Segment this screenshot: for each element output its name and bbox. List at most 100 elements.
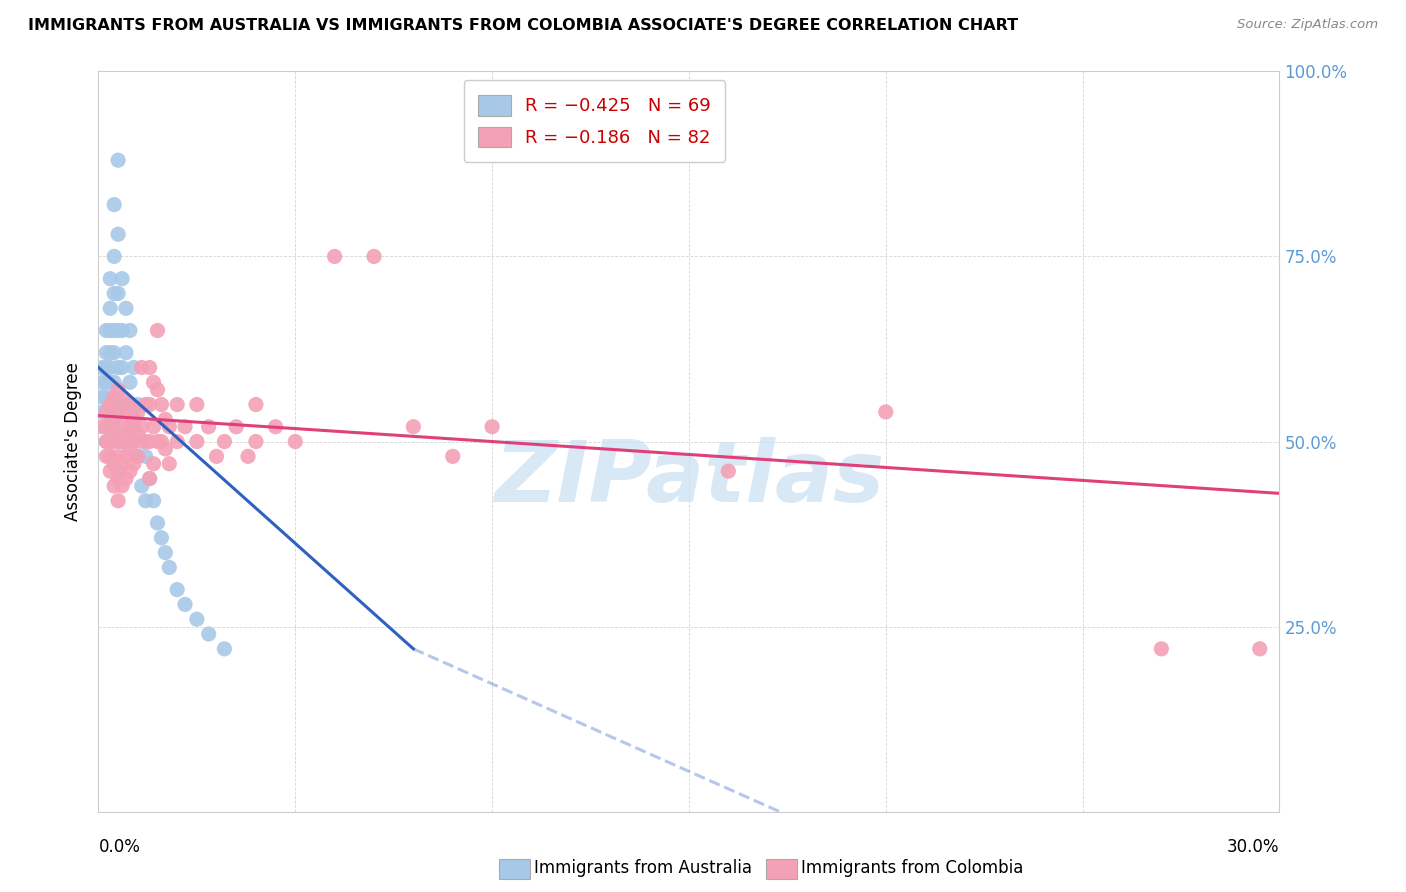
Point	[186, 434, 208, 449]
Point	[96, 376, 118, 390]
Point	[174, 419, 197, 434]
Point	[127, 450, 149, 464]
Point	[118, 434, 141, 449]
Point	[107, 383, 129, 397]
Point	[1150, 641, 1173, 656]
Point	[111, 457, 134, 471]
Point	[115, 434, 138, 449]
Point	[150, 397, 173, 411]
Point	[122, 434, 145, 449]
Point	[96, 434, 118, 449]
Point	[91, 390, 114, 404]
Point	[103, 197, 125, 211]
Point	[107, 227, 129, 242]
Point	[284, 434, 307, 449]
Point	[115, 345, 138, 359]
Point	[98, 301, 121, 316]
Point	[107, 360, 129, 375]
Text: ZIPatlas: ZIPatlas	[494, 437, 884, 520]
Point	[98, 419, 121, 434]
Point	[107, 397, 129, 411]
Point	[157, 560, 180, 574]
Point	[1249, 641, 1271, 656]
Point	[103, 434, 125, 449]
Point	[107, 405, 129, 419]
Point	[103, 412, 125, 426]
Point	[103, 457, 125, 471]
Text: Immigrants from Colombia: Immigrants from Colombia	[801, 859, 1024, 877]
Point	[127, 427, 149, 442]
Point	[118, 324, 141, 338]
Point	[103, 397, 125, 411]
Point	[98, 450, 121, 464]
Point	[96, 405, 118, 419]
Point	[91, 360, 114, 375]
Point	[245, 434, 267, 449]
Point	[127, 397, 149, 411]
Point	[131, 360, 153, 375]
Point	[363, 250, 385, 264]
Point	[441, 450, 464, 464]
Point	[103, 286, 125, 301]
Point	[166, 397, 188, 411]
Point	[107, 427, 129, 442]
Point	[107, 153, 129, 168]
Point	[98, 360, 121, 375]
Point	[127, 450, 149, 464]
Point	[155, 442, 177, 456]
Point	[98, 450, 121, 464]
Point	[214, 641, 236, 656]
Point	[197, 419, 219, 434]
Point	[157, 419, 180, 434]
Point	[186, 397, 208, 411]
Point	[115, 450, 138, 464]
Point	[155, 546, 177, 560]
Point	[122, 360, 145, 375]
Point	[142, 493, 165, 508]
Point	[111, 412, 134, 426]
Point	[91, 376, 114, 390]
Point	[98, 345, 121, 359]
Point	[98, 434, 121, 449]
Point	[96, 324, 118, 338]
Point	[118, 442, 141, 456]
Point	[111, 360, 134, 375]
Text: Immigrants from Australia: Immigrants from Australia	[534, 859, 752, 877]
Point	[131, 434, 153, 449]
Point	[111, 434, 134, 449]
Point	[96, 450, 118, 464]
Point	[236, 450, 259, 464]
Point	[96, 390, 118, 404]
Point	[150, 531, 173, 545]
Point	[155, 412, 177, 426]
Point	[142, 457, 165, 471]
Point	[111, 397, 134, 411]
Point	[103, 250, 125, 264]
Point	[127, 405, 149, 419]
Point	[122, 457, 145, 471]
Point	[214, 434, 236, 449]
Point	[122, 419, 145, 434]
Point	[225, 419, 247, 434]
Point	[98, 271, 121, 285]
Point	[103, 324, 125, 338]
Point	[111, 479, 134, 493]
Point	[323, 250, 346, 264]
Point	[115, 405, 138, 419]
Point	[717, 464, 740, 478]
Point	[111, 324, 134, 338]
Point	[103, 376, 125, 390]
Point	[146, 516, 169, 530]
Point	[157, 457, 180, 471]
Point	[98, 397, 121, 411]
Point	[115, 471, 138, 485]
Legend: R = −0.425   N = 69, R = −0.186   N = 82: R = −0.425 N = 69, R = −0.186 N = 82	[464, 80, 725, 161]
Point	[107, 286, 129, 301]
Point	[135, 493, 157, 508]
Point	[135, 397, 157, 411]
Point	[96, 419, 118, 434]
Point	[118, 464, 141, 478]
Point	[174, 598, 197, 612]
Point	[98, 397, 121, 411]
Point	[402, 419, 425, 434]
